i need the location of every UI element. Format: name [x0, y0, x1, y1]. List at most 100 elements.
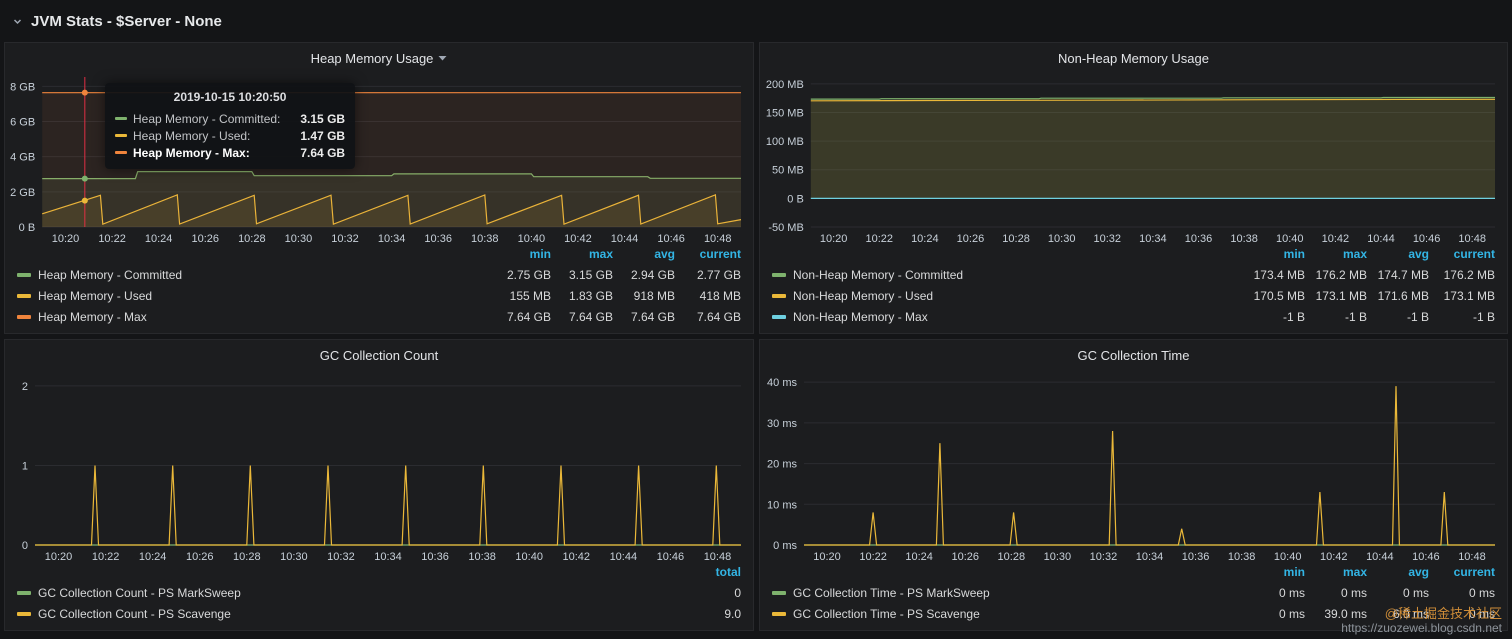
legend-series-toggle[interactable]: Heap Memory - Used	[17, 285, 489, 306]
series-color-icon	[17, 590, 31, 595]
panel-gc-collection-count: GC Collection Count 0 1 2 10:20 10:22 10:24 10…	[4, 339, 754, 631]
legend-series-toggle[interactable]: Non-Heap Memory - Max	[772, 306, 1243, 327]
legend-value-avg: 174.7 MB	[1377, 267, 1429, 282]
svg-text:10:20: 10:20	[52, 233, 80, 245]
svg-text:200 MB: 200 MB	[766, 79, 804, 91]
legend-series-toggle[interactable]: GC Collection Time - PS MarkSweep	[772, 582, 1243, 603]
svg-text:30 ms: 30 ms	[767, 418, 797, 430]
legend-value-min: 155 MB	[509, 288, 551, 303]
legend-header-avg[interactable]: avg	[1408, 247, 1429, 261]
svg-text:10:40: 10:40	[1274, 551, 1302, 563]
legend-value-current: 7.64 GB	[696, 309, 741, 324]
panel-menu-caret-icon[interactable]	[438, 55, 447, 61]
gc-collection-count-chart[interactable]: 0 1 2 10:20 10:22 10:24 10:26 10:28 10:30 10:32 10…	[5, 366, 753, 565]
svg-text:10 ms: 10 ms	[767, 499, 797, 511]
svg-text:10:36: 10:36	[1182, 551, 1210, 563]
legend-value-avg: 918 MB	[633, 288, 675, 303]
svg-text:10:20: 10:20	[820, 233, 848, 245]
series-name: GC Collection Time - PS Scavenge	[793, 606, 980, 621]
legend-value-avg: 171.6 MB	[1377, 288, 1429, 303]
panel-title[interactable]: Non-Heap Memory Usage	[1057, 50, 1209, 66]
panel-header[interactable]: Heap Memory Usage	[5, 47, 753, 69]
dashboard-row-title[interactable]: JVM Stats - $Server - None	[31, 12, 222, 30]
svg-text:10:36: 10:36	[1185, 233, 1213, 245]
svg-text:10:32: 10:32	[327, 551, 355, 563]
legend-value-max: 0 ms	[1340, 585, 1367, 600]
legend-header-current[interactable]: current	[699, 247, 741, 261]
legend-value-max: 1.83 GB	[568, 288, 613, 303]
panel-title[interactable]: GC Collection Time	[1077, 347, 1190, 363]
legend-value-max: 3.15 GB	[568, 267, 613, 282]
svg-text:10:28: 10:28	[233, 551, 261, 563]
legend-header-current[interactable]: current	[1453, 247, 1495, 261]
legend-header-avg[interactable]: avg	[654, 247, 675, 261]
legend-header-avg[interactable]: avg	[1408, 565, 1429, 579]
legend-series-toggle[interactable]: Heap Memory - Max	[17, 306, 489, 327]
legend-header-max[interactable]: max	[1342, 565, 1367, 579]
series-color-icon	[115, 117, 127, 120]
legend-header-min[interactable]: min	[529, 247, 551, 261]
panel-header[interactable]: GC Collection Count	[5, 344, 753, 366]
series-name: Non-Heap Memory - Used	[793, 288, 934, 303]
non-heap-memory-usage-chart[interactable]: -50 MB 0 B 50 MB 100 MB 150 MB 200 MB 10:20 10:…	[760, 69, 1507, 247]
tooltip-series-value: 3.15 GB	[300, 111, 346, 126]
svg-text:10:38: 10:38	[1230, 233, 1258, 245]
svg-text:10:22: 10:22	[98, 233, 126, 245]
svg-text:40 ms: 40 ms	[767, 377, 797, 389]
legend-value-total: 9.0	[724, 606, 741, 621]
svg-text:10:42: 10:42	[563, 551, 591, 563]
panel-title[interactable]: GC Collection Count	[319, 347, 439, 363]
svg-text:2 GB: 2 GB	[10, 187, 35, 199]
svg-text:10:38: 10:38	[1228, 551, 1256, 563]
panel-header[interactable]: GC Collection Time	[760, 344, 1507, 366]
legend-series-toggle[interactable]: GC Collection Count - PS MarkSweep	[17, 582, 679, 603]
legend-header-min[interactable]: min	[1283, 565, 1305, 579]
legend-series-toggle[interactable]: Heap Memory - Committed	[17, 264, 489, 285]
legend-header-total[interactable]: total	[715, 565, 741, 579]
panel-title[interactable]: Heap Memory Usage	[310, 50, 434, 66]
svg-text:10:44: 10:44	[611, 233, 639, 245]
svg-text:10:48: 10:48	[704, 233, 732, 245]
svg-text:10:22: 10:22	[859, 551, 887, 563]
legend-series-toggle[interactable]: GC Collection Time - PS Scavenge	[772, 603, 1243, 624]
legend-value-current: 2.77 GB	[696, 267, 741, 282]
tooltip-series-label: Heap Memory - Committed:	[133, 111, 281, 126]
svg-text:10:46: 10:46	[657, 551, 685, 563]
legend-header-current[interactable]: current	[1453, 565, 1495, 579]
legend-value-min: 2.75 GB	[506, 267, 551, 282]
legend-header-max[interactable]: max	[588, 247, 613, 261]
svg-text:10:36: 10:36	[421, 551, 449, 563]
legend-value-current: 0 ms	[1468, 585, 1495, 600]
svg-text:10:26: 10:26	[951, 551, 979, 563]
panel-gc-collection-time: GC Collection Time 0 ms 10 ms 20 ms 30 ms 40…	[759, 339, 1508, 631]
svg-text:10:24: 10:24	[905, 551, 933, 563]
svg-text:10:38: 10:38	[468, 551, 496, 563]
legend-series-toggle[interactable]: GC Collection Count - PS Scavenge	[17, 603, 679, 624]
legend-value-avg: 0 ms	[1402, 585, 1429, 600]
svg-text:10:30: 10:30	[280, 551, 308, 563]
legend-value-max: 173.1 MB	[1315, 288, 1367, 303]
svg-text:10:40: 10:40	[515, 551, 543, 563]
svg-text:10:26: 10:26	[186, 551, 214, 563]
legend-series-toggle[interactable]: Non-Heap Memory - Used	[772, 285, 1243, 306]
svg-text:10:30: 10:30	[1048, 233, 1076, 245]
legend-value-min: -1 B	[1282, 309, 1305, 324]
chevron-down-icon[interactable]	[12, 16, 23, 27]
series-color-icon	[17, 272, 31, 277]
svg-text:10:34: 10:34	[374, 551, 402, 563]
svg-text:10:24: 10:24	[911, 233, 939, 245]
series-color-icon	[772, 293, 786, 298]
legend-header-max[interactable]: max	[1342, 247, 1367, 261]
gc-collection-time-chart[interactable]: 0 ms 10 ms 20 ms 30 ms 40 ms 10:20 10:22 10:24 1…	[760, 366, 1507, 565]
legend-series-toggle[interactable]: Non-Heap Memory - Committed	[772, 264, 1243, 285]
legend-value-avg: 7.64 GB	[630, 309, 675, 324]
svg-text:1: 1	[22, 460, 28, 472]
svg-text:2: 2	[22, 381, 28, 393]
svg-text:10:44: 10:44	[1366, 551, 1394, 563]
legend-value-avg: 6.0 ms	[1392, 606, 1429, 621]
tooltip-row-highlighted: Heap Memory - Max: 7.64 GB	[115, 144, 345, 161]
series-color-icon	[17, 293, 31, 298]
panel-header[interactable]: Non-Heap Memory Usage	[760, 47, 1507, 69]
series-color-icon	[115, 134, 127, 137]
legend-header-min[interactable]: min	[1283, 247, 1305, 261]
